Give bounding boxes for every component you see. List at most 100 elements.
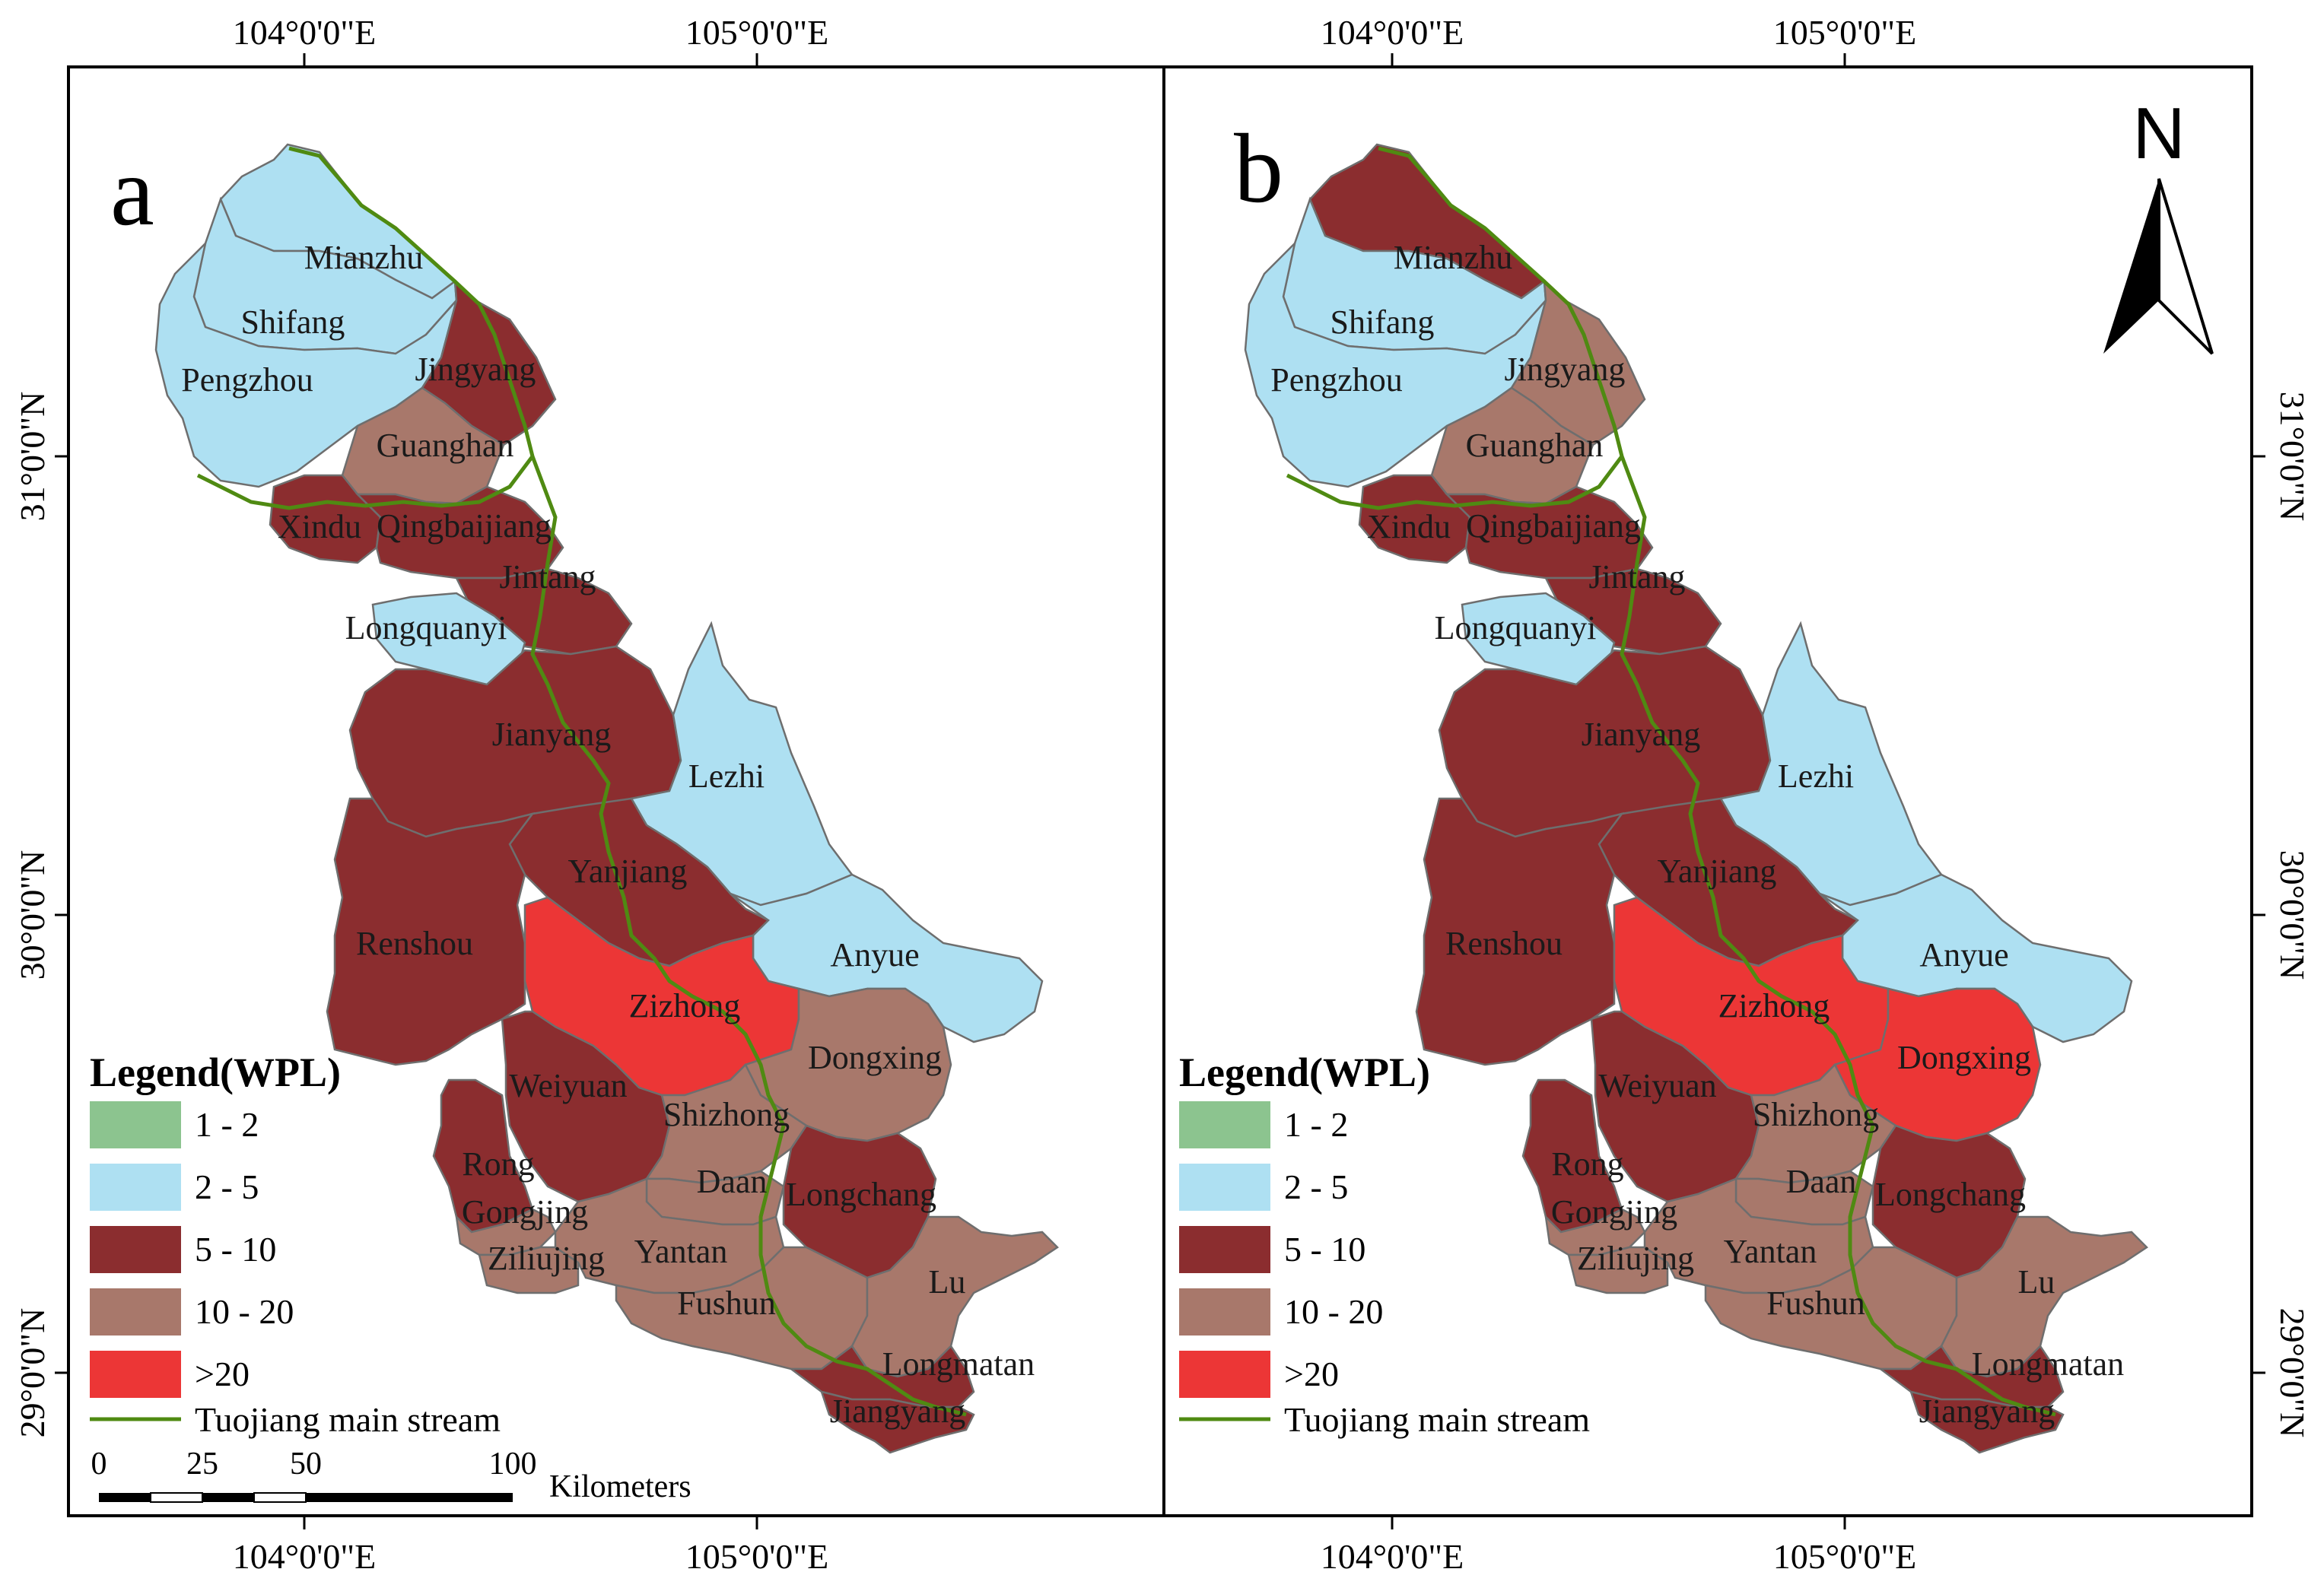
county-label-ziliujing: Ziliujing bbox=[1577, 1240, 1694, 1277]
county-label-zizhong: Zizhong bbox=[629, 987, 741, 1024]
lon-label-bottom-a-105: 105°0'0"E bbox=[685, 1537, 829, 1576]
county-label-lu: Lu bbox=[929, 1263, 966, 1301]
legend-swatch bbox=[90, 1101, 181, 1148]
county-label-rong: Rong bbox=[462, 1145, 534, 1183]
north-arrow-light-half bbox=[2157, 178, 2214, 355]
county-label-guanghan: Guanghan bbox=[1466, 427, 1604, 464]
scale-tick-25: 25 bbox=[186, 1447, 218, 1482]
legend-label: 2 - 5 bbox=[195, 1167, 259, 1206]
legend-swatch bbox=[90, 1288, 181, 1336]
lon-label-top-b-104: 104°0'0"E bbox=[1321, 13, 1464, 52]
county-ziliujing bbox=[1567, 1246, 1669, 1294]
scale-seg-3 bbox=[202, 1493, 254, 1502]
county-label-dongxing: Dongxing bbox=[1897, 1039, 2031, 1076]
legend-label: 5 - 10 bbox=[1284, 1230, 1365, 1269]
legend-swatch bbox=[1179, 1226, 1270, 1273]
county-label-fushun: Fushun bbox=[1766, 1285, 1865, 1322]
county-label-gongjing: Gongjing bbox=[462, 1193, 588, 1231]
county-label-longquanyi: Longquanyi bbox=[345, 609, 507, 646]
scale-seg-2 bbox=[150, 1492, 203, 1503]
scale-bar: 0 25 50 100 Kilometers bbox=[91, 1447, 691, 1504]
county-label-daan: Daan bbox=[697, 1163, 768, 1200]
county-label-longmatan: Longmatan bbox=[1972, 1345, 2124, 1383]
legend-stream-label: Tuojiang main stream bbox=[195, 1400, 501, 1439]
panel-b-frame bbox=[1162, 65, 2253, 1517]
panel-b-map: Mianzhu Shifang Pengzhou Jingyang Guanghan Xi… bbox=[1244, 143, 2148, 1454]
county-label-jingyang: Jingyang bbox=[1505, 351, 1626, 388]
lat-label-right-31: 31°0'0"N bbox=[2273, 392, 2312, 522]
county-label-qingbaijiang: Qingbaijiang bbox=[1466, 507, 1641, 545]
legend-swatch bbox=[90, 1164, 181, 1211]
county-label-weiyuan: Weiyuan bbox=[509, 1067, 627, 1104]
county-label-shifang: Shifang bbox=[241, 303, 345, 341]
legend-panel-b: Legend(WPL) 1 - 2 2 - 5 5 - 10 10 - 20 >20 Tuo… bbox=[1179, 1050, 1590, 1439]
county-ziliujing bbox=[478, 1246, 580, 1294]
county-qingbaijiang bbox=[1444, 485, 1654, 580]
county-label-anyue: Anyue bbox=[830, 936, 919, 973]
north-arrow-dark-half bbox=[2103, 179, 2159, 354]
panel-a-letter: a bbox=[110, 137, 154, 246]
county-label-lezhi: Lezhi bbox=[688, 757, 765, 795]
legend-label: 10 - 20 bbox=[195, 1292, 294, 1331]
lat-label-right-29: 29°0'0"N bbox=[2273, 1308, 2312, 1438]
legend-swatch bbox=[1179, 1164, 1270, 1211]
county-label-jintang: Jintang bbox=[499, 558, 596, 596]
county-label-pengzhou: Pengzhou bbox=[1270, 361, 1403, 399]
county-renshou bbox=[1415, 797, 1625, 1066]
legend-stream-label: Tuojiang main stream bbox=[1284, 1400, 1590, 1439]
county-label-jiangyang: Jiangyang bbox=[1919, 1393, 2055, 1430]
county-label-qingbaijiang: Qingbaijiang bbox=[377, 507, 552, 545]
lon-label-bottom-a-104: 104°0'0"E bbox=[233, 1537, 377, 1576]
county-label-mianzhu: Mianzhu bbox=[1394, 239, 1512, 276]
county-qingbaijiang bbox=[354, 485, 564, 580]
lat-label-left-29: 29°0'0"N bbox=[13, 1308, 52, 1438]
tuojiang-stream-line bbox=[1286, 146, 2056, 1417]
scale-tick-0: 0 bbox=[91, 1447, 107, 1482]
county-label-xindu: Xindu bbox=[1367, 508, 1451, 545]
county-yantan bbox=[1643, 1177, 1874, 1294]
county-label-fushun: Fushun bbox=[677, 1285, 776, 1322]
county-label-zizhong: Zizhong bbox=[1718, 987, 1830, 1024]
county-label-mianzhu: Mianzhu bbox=[304, 239, 423, 276]
county-label-xindu: Xindu bbox=[278, 508, 361, 545]
lon-label-bottom-b-104: 104°0'0"E bbox=[1321, 1537, 1464, 1576]
county-renshou bbox=[326, 797, 536, 1066]
legend-label: 1 - 2 bbox=[1284, 1105, 1348, 1144]
county-label-gongjing: Gongjing bbox=[1551, 1193, 1677, 1231]
county-label-longchang: Longchang bbox=[1875, 1176, 2026, 1213]
north-arrow-label: N bbox=[2132, 93, 2185, 174]
legend-title: Legend(WPL) bbox=[90, 1050, 341, 1095]
county-label-yanjiang: Yanjiang bbox=[568, 853, 688, 890]
county-label-yantan: Yantan bbox=[1724, 1233, 1817, 1270]
scale-unit: Kilometers bbox=[549, 1469, 691, 1504]
county-label-longchang: Longchang bbox=[786, 1176, 936, 1213]
county-label-anyue: Anyue bbox=[1919, 936, 2008, 973]
lon-label-top-a-104: 104°0'0"E bbox=[233, 13, 377, 52]
county-label-yantan: Yantan bbox=[634, 1233, 728, 1270]
lon-label-top-a-105: 105°0'0"E bbox=[685, 13, 829, 52]
county-label-renshou: Renshou bbox=[1445, 925, 1563, 962]
scale-seg-4 bbox=[253, 1492, 307, 1503]
county-label-jintang: Jintang bbox=[1588, 558, 1685, 596]
county-label-ziliujing: Ziliujing bbox=[488, 1240, 605, 1277]
tick-marks bbox=[55, 53, 2265, 1529]
county-label-shifang: Shifang bbox=[1330, 303, 1435, 341]
county-label-jingyang: Jingyang bbox=[415, 351, 536, 388]
lon-label-top-b-105: 105°0'0"E bbox=[1773, 13, 1917, 52]
county-label-jianyang: Jianyang bbox=[1582, 716, 1700, 753]
legend-label: 2 - 5 bbox=[1284, 1167, 1348, 1206]
scale-tick-50: 50 bbox=[290, 1447, 322, 1482]
panel-a-map: Mianzhu Shifang Pengzhou Jingyang Guanghan Xi… bbox=[154, 143, 1059, 1454]
legend-swatch bbox=[90, 1226, 181, 1273]
county-label-yanjiang: Yanjiang bbox=[1658, 853, 1777, 890]
county-label-jianyang: Jianyang bbox=[492, 716, 611, 753]
legend-label: >20 bbox=[1284, 1355, 1339, 1393]
county-label-lu: Lu bbox=[2018, 1263, 2055, 1301]
county-label-jiangyang: Jiangyang bbox=[830, 1393, 965, 1430]
county-label-daan: Daan bbox=[1786, 1163, 1857, 1200]
county-yantan bbox=[554, 1177, 785, 1294]
county-label-weiyuan: Weiyuan bbox=[1598, 1067, 1716, 1104]
county-label-pengzhou: Pengzhou bbox=[181, 361, 313, 399]
legend-label: 1 - 2 bbox=[195, 1105, 259, 1144]
